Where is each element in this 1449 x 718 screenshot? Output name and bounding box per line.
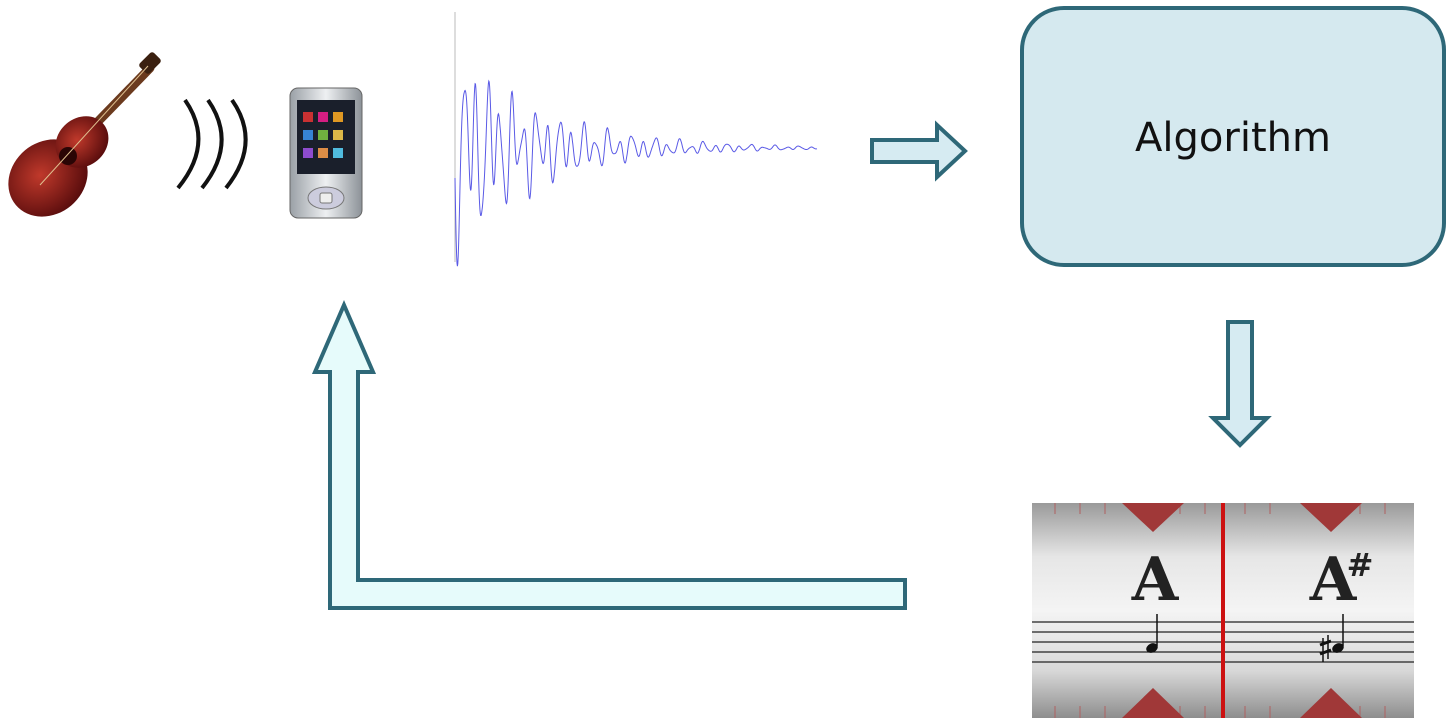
arrow-return [315, 305, 905, 608]
process-label: Algorithm [1135, 115, 1331, 161]
waveform [455, 12, 817, 266]
guitar-icon [0, 51, 162, 233]
tuner-display: A A # [1032, 503, 1414, 718]
arrow-right [872, 125, 965, 177]
note-letter: A [1131, 545, 1180, 615]
waveform-trace [455, 81, 817, 266]
arrow-down [1213, 322, 1267, 445]
sound-waves [178, 100, 246, 188]
diagram: Algorithm A A # [0, 0, 1449, 718]
phone-icon [290, 88, 362, 218]
note-accidental: # [1347, 546, 1374, 584]
page: {"process_box": {"label": "Algorithm"}, … [0, 0, 1449, 718]
